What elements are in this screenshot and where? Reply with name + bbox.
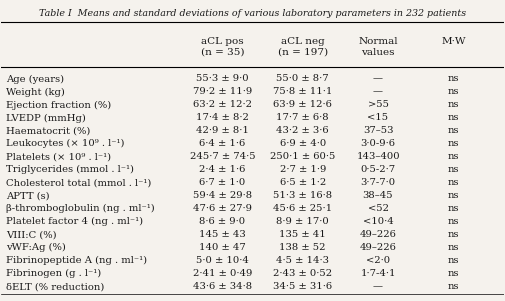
Text: VIII:C (%): VIII:C (%) xyxy=(7,230,57,239)
Text: ns: ns xyxy=(447,217,459,226)
Text: ns: ns xyxy=(447,126,459,135)
Text: 6·4 ± 1·6: 6·4 ± 1·6 xyxy=(199,139,245,148)
Text: 43·6 ± 34·8: 43·6 ± 34·8 xyxy=(193,282,252,291)
Text: 2·43 ± 0·52: 2·43 ± 0·52 xyxy=(273,269,332,278)
Text: vWF:Ag (%): vWF:Ag (%) xyxy=(7,243,66,252)
Text: 63·2 ± 12·2: 63·2 ± 12·2 xyxy=(193,101,252,110)
Text: 0·5-2·7: 0·5-2·7 xyxy=(361,165,395,174)
Text: Normal
values: Normal values xyxy=(358,37,398,57)
Text: Cholesterol total (mmol . l⁻¹): Cholesterol total (mmol . l⁻¹) xyxy=(7,178,152,187)
Text: 38–45: 38–45 xyxy=(363,191,393,200)
Text: Haematocrit (%): Haematocrit (%) xyxy=(7,126,91,135)
Text: 17·7 ± 6·8: 17·7 ± 6·8 xyxy=(276,113,329,123)
Text: ns: ns xyxy=(447,152,459,161)
Text: Table I  Means and standard deviations of various laboratory parameters in 232 p: Table I Means and standard deviations of… xyxy=(39,9,466,18)
Text: ns: ns xyxy=(447,204,459,213)
Text: 4·5 ± 14·3: 4·5 ± 14·3 xyxy=(276,256,329,265)
Text: δELT (% reduction): δELT (% reduction) xyxy=(7,282,105,291)
Text: β-thromboglobulin (ng . ml⁻¹): β-thromboglobulin (ng . ml⁻¹) xyxy=(7,204,155,213)
Text: 17·4 ± 8·2: 17·4 ± 8·2 xyxy=(196,113,249,123)
Text: ns: ns xyxy=(447,282,459,291)
Text: Fibrinogen (g . l⁻¹): Fibrinogen (g . l⁻¹) xyxy=(7,269,102,278)
Text: ns: ns xyxy=(447,269,459,278)
Text: 8·9 ± 17·0: 8·9 ± 17·0 xyxy=(276,217,329,226)
Text: 75·8 ± 11·1: 75·8 ± 11·1 xyxy=(273,87,332,96)
Text: 55·3 ± 9·0: 55·3 ± 9·0 xyxy=(196,74,248,83)
Text: Fibrinopeptide A (ng . ml⁻¹): Fibrinopeptide A (ng . ml⁻¹) xyxy=(7,256,147,265)
Text: 47·6 ± 27·9: 47·6 ± 27·9 xyxy=(193,204,252,213)
Text: aCL neg
(n = 197): aCL neg (n = 197) xyxy=(278,37,328,57)
Text: ns: ns xyxy=(447,191,459,200)
Text: ns: ns xyxy=(447,87,459,96)
Text: ns: ns xyxy=(447,113,459,123)
Text: 138 ± 52: 138 ± 52 xyxy=(279,243,326,252)
Text: 6·7 ± 1·0: 6·7 ± 1·0 xyxy=(199,178,245,187)
Text: ns: ns xyxy=(447,178,459,187)
Text: <52: <52 xyxy=(368,204,388,213)
Text: LVEDP (mmHg): LVEDP (mmHg) xyxy=(7,113,86,123)
Text: ns: ns xyxy=(447,101,459,110)
Text: Triglycerides (mmol . l⁻¹): Triglycerides (mmol . l⁻¹) xyxy=(7,165,134,175)
Text: 250·1 ± 60·5: 250·1 ± 60·5 xyxy=(270,152,335,161)
Text: 2·7 ± 1·9: 2·7 ± 1·9 xyxy=(280,165,326,174)
Text: 3·7-7·0: 3·7-7·0 xyxy=(361,178,395,187)
Text: 59·4 ± 29·8: 59·4 ± 29·8 xyxy=(193,191,252,200)
Text: ns: ns xyxy=(447,256,459,265)
Text: Platelets (× 10⁹ . l⁻¹): Platelets (× 10⁹ . l⁻¹) xyxy=(7,152,112,161)
Text: 140 ± 47: 140 ± 47 xyxy=(199,243,246,252)
Text: Leukocytes (× 10⁹ . l⁻¹): Leukocytes (× 10⁹ . l⁻¹) xyxy=(7,139,125,148)
Text: —: — xyxy=(373,74,383,83)
Text: Age (years): Age (years) xyxy=(7,74,65,84)
Text: 6·9 ± 4·0: 6·9 ± 4·0 xyxy=(280,139,326,148)
Text: —: — xyxy=(373,87,383,96)
Text: ns: ns xyxy=(447,74,459,83)
Text: 49–226: 49–226 xyxy=(360,243,396,252)
Text: M·W: M·W xyxy=(441,37,466,46)
Text: 1·7-4·1: 1·7-4·1 xyxy=(360,269,396,278)
Text: <2·0: <2·0 xyxy=(366,256,390,265)
Text: ns: ns xyxy=(447,243,459,252)
Text: 245·7 ± 74·5: 245·7 ± 74·5 xyxy=(189,152,255,161)
Text: <10·4: <10·4 xyxy=(363,217,393,226)
Text: Platelet factor 4 (ng . ml⁻¹): Platelet factor 4 (ng . ml⁻¹) xyxy=(7,217,143,226)
Text: 5·0 ± 10·4: 5·0 ± 10·4 xyxy=(196,256,249,265)
Text: 145 ± 43: 145 ± 43 xyxy=(199,230,246,239)
Text: aCL pos
(n = 35): aCL pos (n = 35) xyxy=(200,37,244,57)
Text: —: — xyxy=(373,282,383,291)
Text: APTT (s): APTT (s) xyxy=(7,191,50,200)
Text: 42·9 ± 8·1: 42·9 ± 8·1 xyxy=(196,126,249,135)
Text: ns: ns xyxy=(447,165,459,174)
Text: 49–226: 49–226 xyxy=(360,230,396,239)
Text: >55: >55 xyxy=(368,101,388,110)
Text: ns: ns xyxy=(447,230,459,239)
Text: 79·2 ± 11·9: 79·2 ± 11·9 xyxy=(193,87,252,96)
Text: 6·5 ± 1·2: 6·5 ± 1·2 xyxy=(280,178,326,187)
Text: 43·2 ± 3·6: 43·2 ± 3·6 xyxy=(276,126,329,135)
Text: <15: <15 xyxy=(368,113,389,123)
Text: 8·6 ± 9·0: 8·6 ± 9·0 xyxy=(199,217,245,226)
Text: 55·0 ± 8·7: 55·0 ± 8·7 xyxy=(276,74,329,83)
Text: 135 ± 41: 135 ± 41 xyxy=(279,230,326,239)
Text: 63·9 ± 12·6: 63·9 ± 12·6 xyxy=(273,101,332,110)
Text: Ejection fraction (%): Ejection fraction (%) xyxy=(7,101,112,110)
Text: 2·4 ± 1·6: 2·4 ± 1·6 xyxy=(199,165,245,174)
Text: Weight (kg): Weight (kg) xyxy=(7,87,65,97)
Text: ns: ns xyxy=(447,139,459,148)
Text: 2·41 ± 0·49: 2·41 ± 0·49 xyxy=(193,269,252,278)
Text: 37–53: 37–53 xyxy=(363,126,393,135)
Text: 51·3 ± 16·8: 51·3 ± 16·8 xyxy=(273,191,332,200)
Text: 45·6 ± 25·1: 45·6 ± 25·1 xyxy=(273,204,332,213)
Text: 3·0-9·6: 3·0-9·6 xyxy=(361,139,395,148)
Text: 143–400: 143–400 xyxy=(356,152,400,161)
Text: 34·5 ± 31·6: 34·5 ± 31·6 xyxy=(273,282,332,291)
